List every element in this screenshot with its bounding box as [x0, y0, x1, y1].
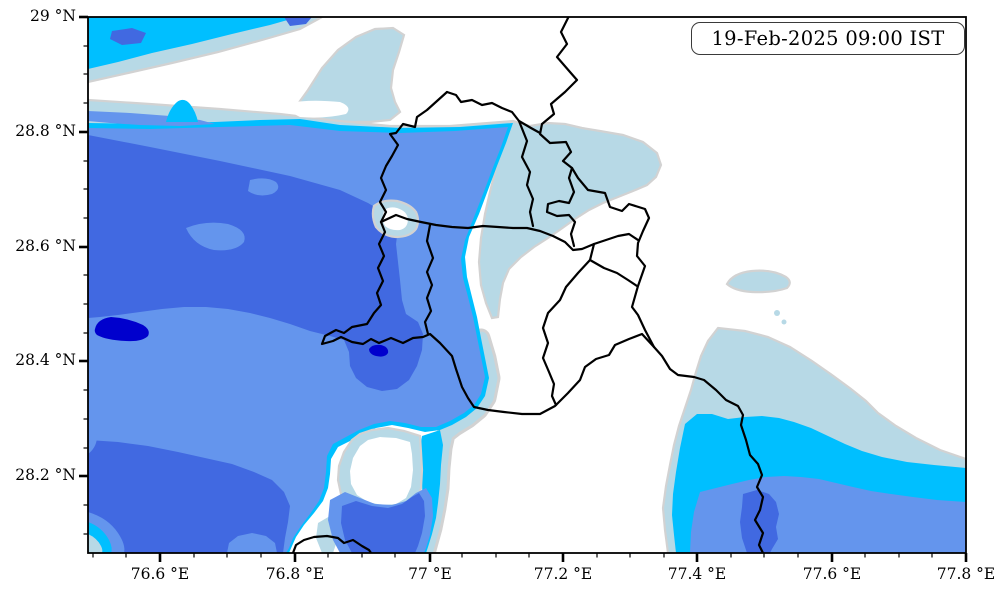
notch-corn-edge [88, 420, 97, 454]
br-pale-speck-a [774, 310, 780, 316]
boundary-outer-west-south [320, 90, 656, 416]
x-tick-label: 77.2 °E [533, 565, 593, 583]
contour-corn-texture-a [186, 222, 245, 251]
boundary-yamuna-east [538, 17, 765, 553]
boundary-north-vertical [517, 119, 535, 228]
y-tick-label: 29 °N [30, 7, 76, 25]
br-pale-patch [725, 269, 791, 294]
contour-layers [88, 17, 966, 553]
boundary-south-branch [541, 242, 596, 407]
x-tick-label: 76.8 °E [265, 565, 325, 583]
contour-corn-texture-b [248, 178, 279, 196]
contour-royal-speck-b [284, 17, 312, 26]
district-boundaries [291, 17, 765, 553]
y-tick-label: 28.2 °N [15, 466, 76, 484]
pocket-white [350, 437, 413, 505]
x-tick-label: 76.6 °E [130, 565, 190, 583]
x-tick-label: 77 °E [408, 565, 452, 583]
contour-royal-bottom-mass [341, 493, 425, 553]
boundary-east-branch [588, 258, 639, 288]
x-tick-label: 77.6 °E [802, 565, 862, 583]
br-royal-blob [740, 490, 779, 553]
contour-pale-se-lobe [477, 119, 663, 320]
notch-pale-corner [88, 534, 103, 553]
plot-frame [87, 16, 967, 554]
contour-royal-speck-a [110, 28, 146, 45]
contour-corn-sliver-top [88, 111, 215, 126]
boundary-mid-horizontal [379, 213, 640, 252]
boundary-west-vertical [423, 223, 435, 336]
eye-white [382, 207, 408, 231]
axis-ticks [79, 15, 968, 562]
boundary-river-loop [545, 166, 577, 248]
y-tick-label: 28.4 °N [15, 351, 76, 369]
contour-corn-pocket [227, 533, 277, 553]
contour-royal-bottom [88, 440, 290, 553]
br-pale-speck-b [781, 319, 787, 325]
boundary-bottom-loop [291, 534, 373, 553]
white-gap-top [287, 100, 349, 118]
boundary-outer-north [445, 90, 542, 135]
y-tick-label: 28.8 °N [15, 122, 76, 140]
x-tick-label: 77.8 °E [936, 565, 996, 583]
y-tick-label: 28.6 °N [15, 237, 76, 255]
contour-royal-top [88, 135, 423, 391]
contour-cyan-bump [166, 99, 198, 122]
contour-navy-blob-west [94, 317, 149, 342]
timestamp-box: 19-Feb-2025 09:00 IST [691, 22, 965, 55]
timestamp-text: 19-Feb-2025 09:00 IST [711, 27, 945, 50]
x-tick-label: 77.4 °E [667, 565, 727, 583]
contour-cyan-topleft-wedge [88, 17, 298, 69]
contour-navy-blob-small [369, 344, 389, 357]
